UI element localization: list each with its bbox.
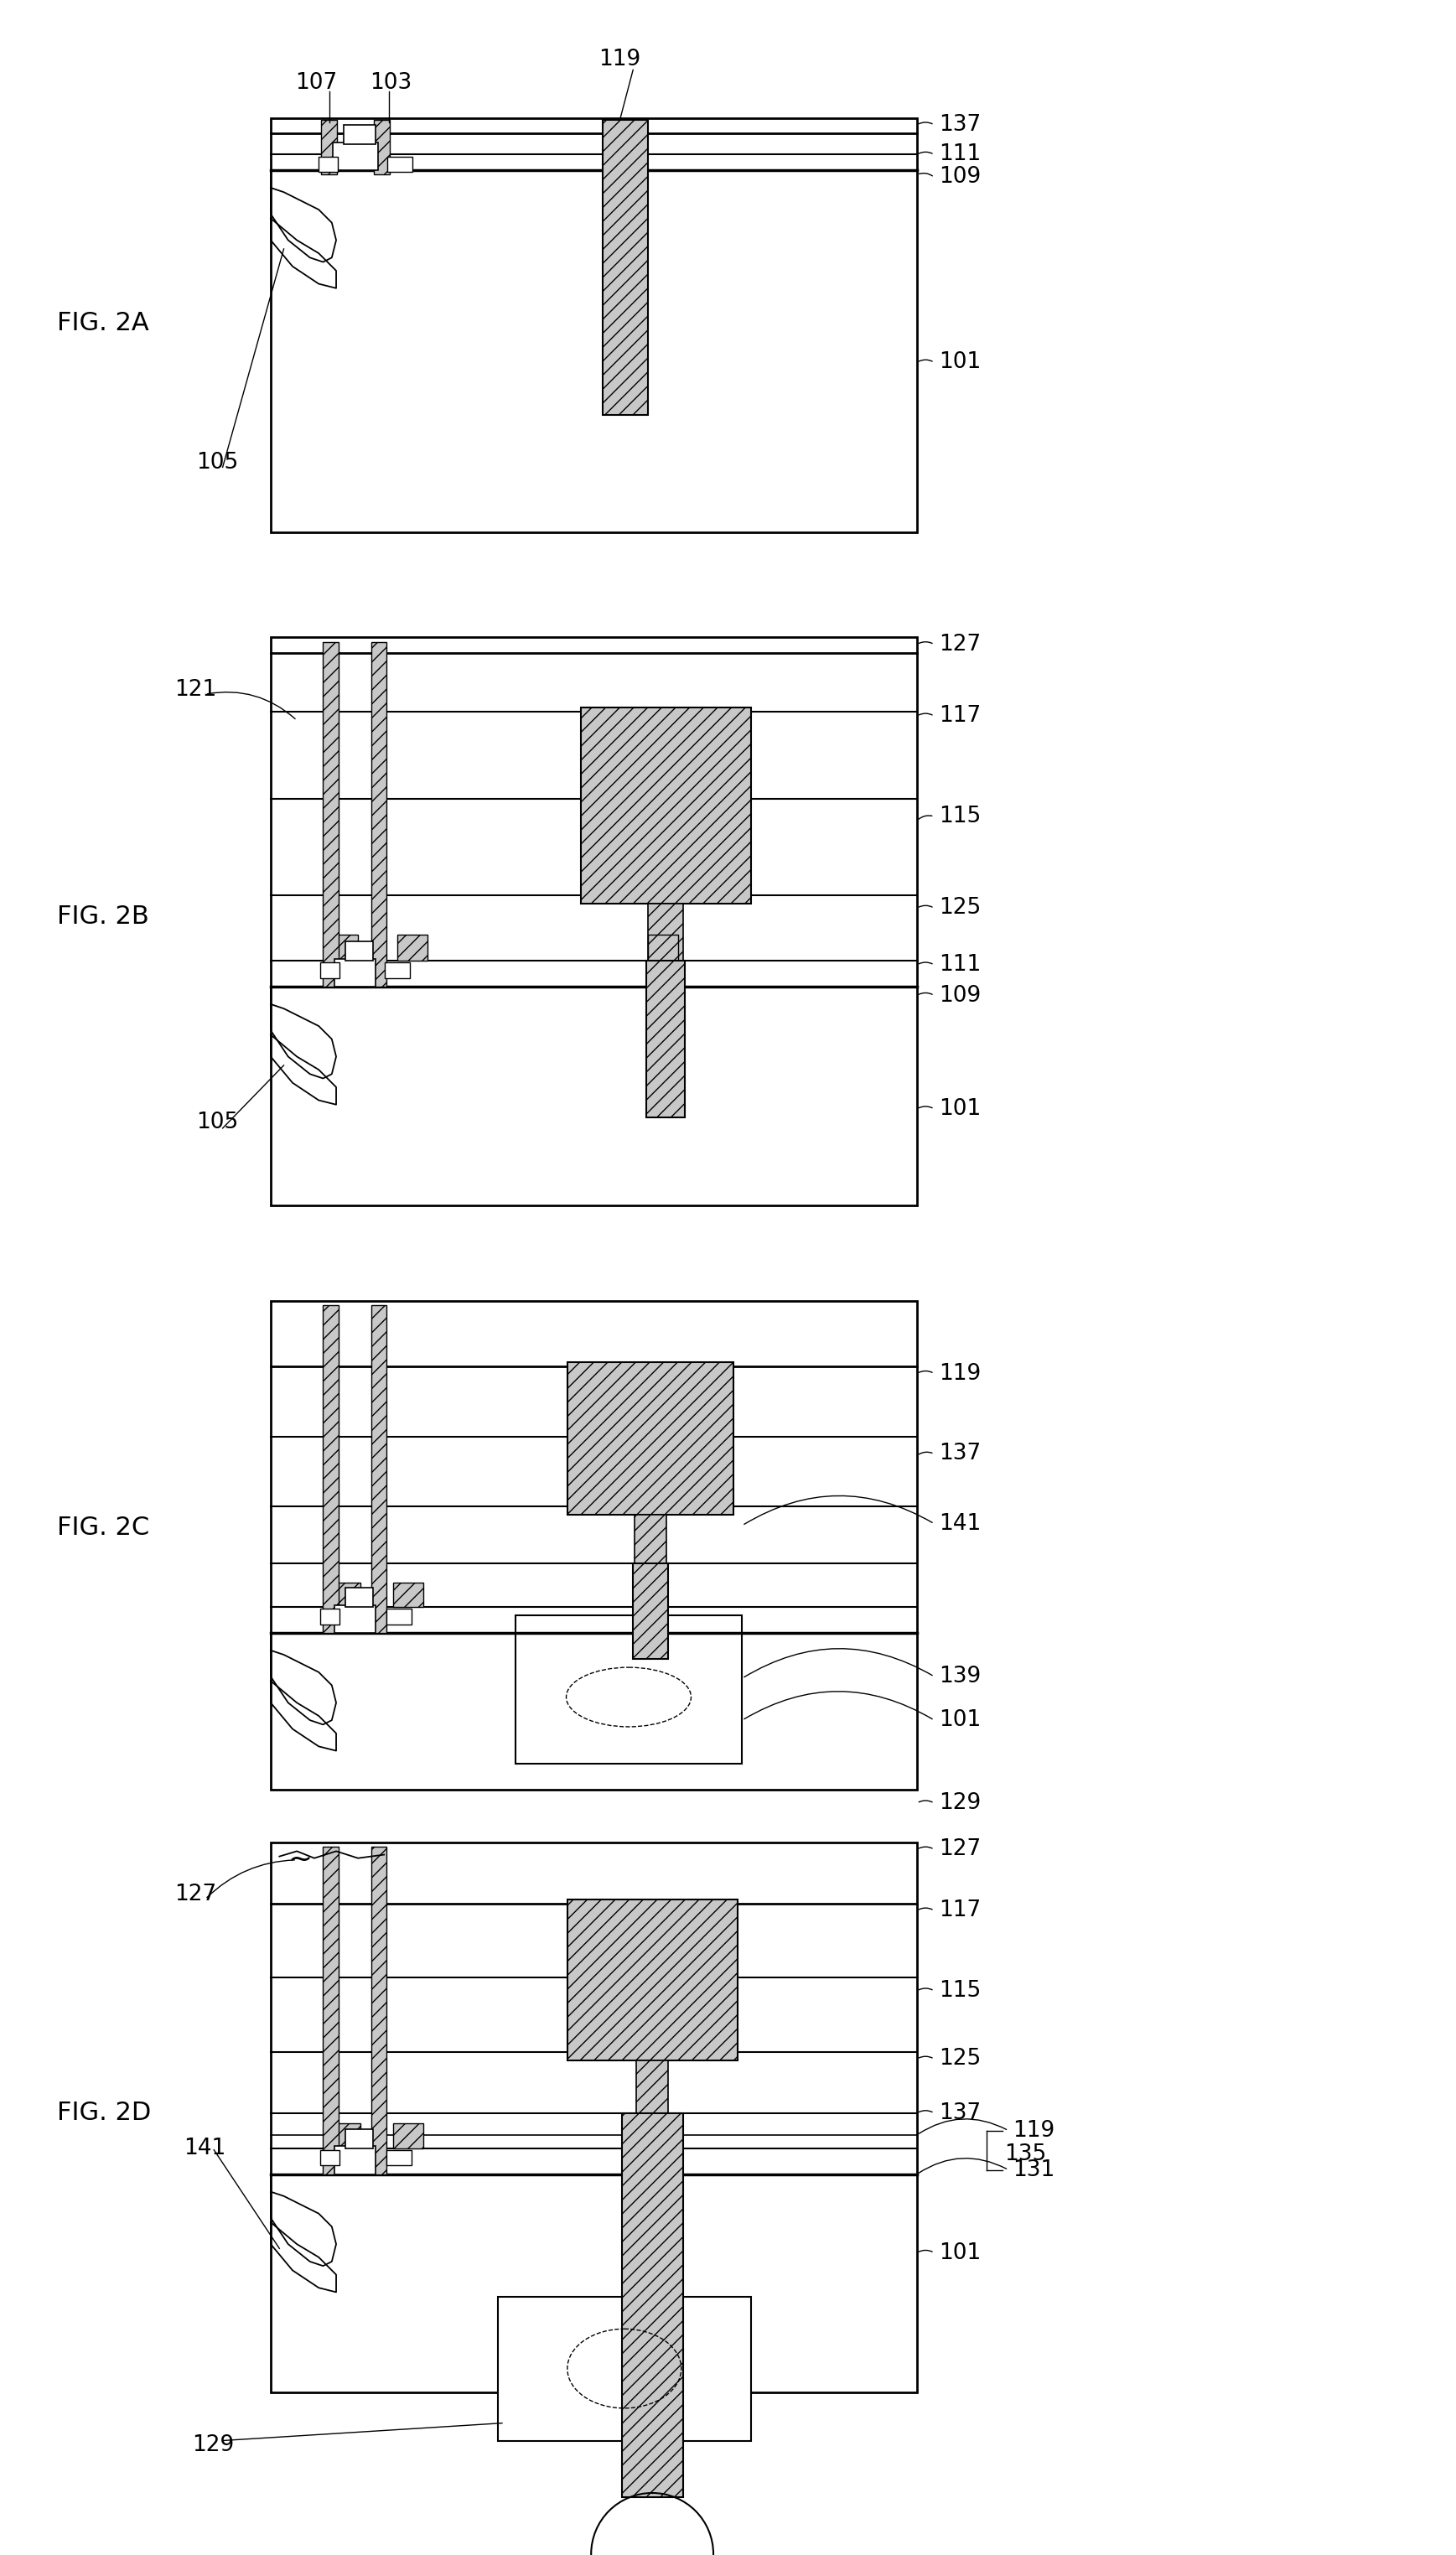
Bar — [397, 935, 428, 961]
Bar — [335, 958, 376, 986]
Bar — [371, 1306, 387, 1633]
Text: 125: 125 — [938, 897, 980, 920]
Bar — [603, 120, 648, 414]
Text: 115: 115 — [938, 805, 980, 828]
Text: 131: 131 — [1012, 2159, 1054, 2182]
Bar — [635, 1515, 665, 1564]
Text: 135: 135 — [1003, 2144, 1045, 2164]
Text: FIG. 2B: FIG. 2B — [57, 904, 149, 930]
Text: 101: 101 — [938, 1709, 980, 1732]
Bar — [319, 156, 338, 171]
Bar — [271, 1300, 916, 1791]
Bar — [271, 1842, 916, 2391]
Text: 101: 101 — [938, 1099, 980, 1119]
Bar — [323, 1847, 339, 2174]
Bar — [323, 641, 339, 986]
Bar — [384, 963, 409, 979]
Text: 115: 115 — [938, 1980, 980, 2001]
Bar — [271, 654, 916, 710]
Text: 137: 137 — [938, 115, 980, 135]
Text: 117: 117 — [938, 705, 980, 728]
Bar — [387, 2149, 411, 2167]
Bar — [345, 2128, 373, 2149]
Bar — [622, 2113, 683, 2496]
Bar — [328, 935, 358, 961]
Bar — [344, 125, 376, 143]
Bar — [271, 1300, 916, 1367]
Bar — [335, 2146, 376, 2174]
Text: ~: ~ — [288, 1845, 313, 1875]
Bar — [271, 118, 916, 531]
Text: 101: 101 — [938, 2241, 980, 2264]
Bar — [633, 1564, 668, 1658]
Text: 127: 127 — [938, 634, 980, 654]
Bar — [568, 1898, 738, 2062]
Text: 129: 129 — [192, 2435, 234, 2455]
Bar — [371, 1847, 387, 2174]
Text: 105: 105 — [197, 1111, 239, 1132]
Bar — [635, 1582, 665, 1607]
Bar — [345, 1587, 373, 1607]
Bar — [345, 940, 373, 961]
Bar — [393, 1582, 424, 1607]
Bar — [393, 2123, 424, 2149]
Bar — [515, 1615, 743, 1763]
Bar — [371, 641, 387, 986]
Bar — [320, 1610, 339, 1625]
Bar — [320, 2149, 339, 2167]
Text: 141: 141 — [183, 2136, 226, 2159]
Bar — [271, 118, 916, 133]
Text: 117: 117 — [938, 1901, 980, 1921]
Text: FIG. 2C: FIG. 2C — [57, 1515, 149, 1541]
Bar — [271, 135, 916, 153]
Text: 127: 127 — [938, 1840, 980, 1860]
Bar — [331, 1582, 361, 1607]
Text: 111: 111 — [938, 143, 980, 166]
Text: 109: 109 — [938, 166, 980, 189]
Text: 107: 107 — [296, 72, 336, 95]
Text: 137: 137 — [938, 2103, 980, 2123]
Bar — [387, 156, 412, 171]
Text: 103: 103 — [370, 72, 412, 95]
Text: 109: 109 — [938, 984, 980, 1007]
Bar — [335, 1605, 376, 1633]
Bar — [498, 2297, 751, 2440]
Bar — [646, 961, 684, 1117]
Bar — [387, 1610, 411, 1625]
Text: 127: 127 — [175, 1883, 217, 1906]
Text: 141: 141 — [938, 1513, 980, 1536]
Text: 105: 105 — [197, 452, 239, 473]
Bar — [271, 1842, 916, 1903]
Bar — [332, 143, 379, 171]
Text: 119: 119 — [1012, 2121, 1054, 2141]
Text: 139: 139 — [938, 1666, 980, 1686]
Text: FIG. 2A: FIG. 2A — [57, 312, 149, 335]
Bar — [374, 120, 389, 174]
Bar — [331, 2123, 361, 2149]
Text: 119: 119 — [938, 1362, 980, 1385]
Bar — [271, 636, 916, 654]
Bar — [323, 1306, 339, 1633]
Text: FIG. 2D: FIG. 2D — [57, 2100, 151, 2126]
Bar — [648, 935, 678, 961]
Bar — [271, 636, 916, 1206]
Text: 125: 125 — [938, 2049, 980, 2070]
Bar — [636, 2123, 667, 2149]
Text: 119: 119 — [598, 49, 641, 72]
Text: 101: 101 — [938, 353, 980, 373]
Bar — [320, 963, 339, 979]
Text: 111: 111 — [938, 953, 980, 976]
Bar — [581, 708, 751, 904]
Text: 129: 129 — [938, 1791, 980, 1814]
Bar — [568, 1362, 734, 1515]
Text: 137: 137 — [938, 1444, 980, 1464]
Text: 121: 121 — [175, 680, 217, 700]
Bar — [322, 120, 336, 174]
Bar — [636, 2062, 668, 2149]
Bar — [648, 904, 683, 961]
